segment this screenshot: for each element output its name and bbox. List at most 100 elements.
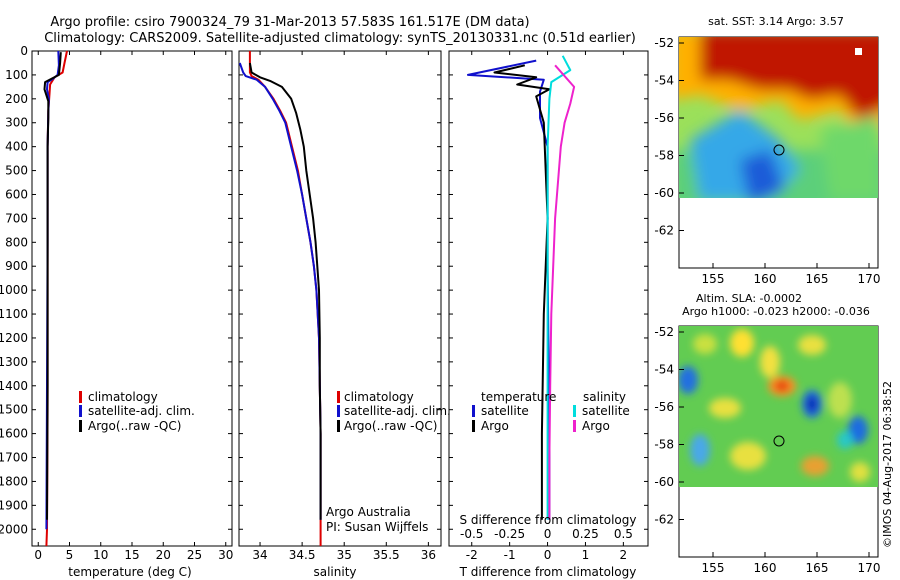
x-tick-label: 35 bbox=[337, 548, 352, 562]
legend-label-satellite: satellite-adj. clim. bbox=[88, 404, 195, 418]
x-tick-label: 15 bbox=[124, 548, 139, 562]
legend-swatch-satellite bbox=[337, 405, 340, 417]
legend-swatch-s-satellite bbox=[573, 405, 576, 417]
legend-label-climatology: climatology bbox=[88, 390, 158, 404]
map-lat-label: -56 bbox=[654, 400, 674, 414]
legend-swatch-argo bbox=[337, 420, 340, 432]
depth-tick-label: 800 bbox=[5, 235, 28, 249]
depth-tick-label: 700 bbox=[5, 211, 28, 225]
legend-label-s-argo: Argo bbox=[582, 419, 610, 433]
legend-swatch-s-argo bbox=[573, 420, 576, 432]
map-lon-label: 165 bbox=[806, 561, 829, 575]
legend-swatch-t-argo bbox=[472, 420, 475, 432]
map-lat-label: -62 bbox=[654, 513, 674, 527]
difference-top-axis-label: S difference from climatology bbox=[460, 513, 637, 527]
series-line bbox=[493, 64, 551, 520]
depth-tick-label: 900 bbox=[5, 259, 28, 273]
map-lon-label: 160 bbox=[754, 272, 777, 286]
figure-title-line2: Climatology: CARS2009. Satellite-adjuste… bbox=[44, 31, 636, 46]
depth-tick-label: 0 bbox=[20, 44, 28, 58]
sst-profile-location-marker bbox=[773, 144, 785, 156]
x-tick-label: 34.5 bbox=[289, 548, 316, 562]
top-tick-label: 0 bbox=[544, 527, 552, 541]
series-line bbox=[248, 62, 322, 520]
x-tick-label: 10 bbox=[93, 548, 108, 562]
figure-title-line1: Argo profile: csiro 7900324_79 31-Mar-20… bbox=[50, 15, 529, 30]
legend-label-t-argo: Argo bbox=[481, 419, 509, 433]
map-lat-label: -52 bbox=[654, 36, 674, 50]
sst-map-title: sat. SST: 3.14 Argo: 3.57 bbox=[708, 15, 844, 28]
depth-tick-label: 200 bbox=[5, 92, 28, 106]
difference-legend: temperature salinity satellite Argo sate… bbox=[472, 390, 630, 433]
sla-map-title-line2: Argo h1000: -0.023 h2000: -0.036 bbox=[682, 305, 870, 318]
map-lat-label: -60 bbox=[654, 186, 674, 200]
depth-tick-label: 1400 bbox=[0, 379, 28, 393]
depth-tick-label: 300 bbox=[5, 116, 28, 130]
legend-label-satellite: satellite-adj. clim. bbox=[344, 404, 451, 418]
legend-label-s-satellite: satellite bbox=[582, 404, 630, 418]
x-axes: 0 5 10 15 20 25 30 34 34.5 35 35.5 36 -2 -1 0 1 2 -0.5 -0.… bbox=[34, 51, 633, 562]
credit-line2: PI: Susan Wijffels bbox=[326, 520, 428, 534]
map-lat-label: -56 bbox=[654, 111, 674, 125]
map-axes: -52 -54 -56 -58 -60 -62 155 160 165 170 -52 -54 -56 -… bbox=[654, 36, 880, 575]
series-line bbox=[546, 55, 572, 520]
x-tick-label: 30 bbox=[218, 548, 233, 562]
x-tick-label: 25 bbox=[187, 548, 202, 562]
legend-label-argo: Argo(..raw -QC) bbox=[88, 419, 181, 433]
x-tick-label: 34 bbox=[252, 548, 267, 562]
depth-tick-label: 500 bbox=[5, 164, 28, 178]
depth-tick-label: 100 bbox=[5, 68, 28, 82]
depth-tick-label: 1900 bbox=[0, 498, 28, 512]
x-tick-label: -2 bbox=[466, 548, 478, 562]
credit-line1: Argo Australia bbox=[326, 505, 411, 519]
map-lat-label: -52 bbox=[654, 325, 674, 339]
legend-swatch-climatology bbox=[337, 391, 340, 403]
map-lat-label: -62 bbox=[654, 224, 674, 238]
map-lon-label: 165 bbox=[806, 272, 829, 286]
depth-tick-label: 1000 bbox=[0, 283, 28, 297]
difference-xlabel: T difference from climatology bbox=[459, 565, 637, 579]
x-tick-label: 36 bbox=[421, 548, 436, 562]
legend-swatch-t-satellite bbox=[472, 405, 475, 417]
top-tick-label: -0.5 bbox=[460, 527, 483, 541]
depth-tick-label: 1800 bbox=[0, 474, 28, 488]
legend-label-climatology: climatology bbox=[344, 390, 414, 404]
map-lat-label: -58 bbox=[654, 149, 674, 163]
map-lat-label: -54 bbox=[654, 363, 674, 377]
sla-profile-location-marker bbox=[773, 435, 785, 447]
x-tick-label: 1 bbox=[582, 548, 590, 562]
depth-axis: 0 100 200 300 400 500 600 700 800 900 1000 1100 1200… bbox=[0, 44, 648, 536]
depth-tick-label: 1300 bbox=[0, 355, 28, 369]
map-lon-label: 155 bbox=[702, 272, 725, 286]
legend-label-argo: Argo(..raw -QC) bbox=[344, 419, 437, 433]
map-lon-label: 170 bbox=[858, 561, 881, 575]
sla-map-title-line1: Altim. SLA: -0.0002 bbox=[696, 292, 802, 305]
legend-swatch-climatology bbox=[79, 391, 82, 403]
x-tick-label: 2 bbox=[620, 548, 628, 562]
top-tick-label: 0.5 bbox=[614, 527, 633, 541]
map-lat-label: -58 bbox=[654, 438, 674, 452]
top-tick-label: -0.25 bbox=[494, 527, 525, 541]
series-line bbox=[43, 52, 62, 520]
depth-tick-label: 1100 bbox=[0, 307, 28, 321]
legend-head-salinity: salinity bbox=[583, 390, 626, 404]
top-tick-label: 0.25 bbox=[572, 527, 599, 541]
legend-label-t-satellite: satellite bbox=[481, 404, 529, 418]
depth-tick-label: 1500 bbox=[0, 403, 28, 417]
salinity-panel-frame bbox=[238, 50, 442, 547]
salinity-xlabel: salinity bbox=[313, 565, 356, 579]
profile-lines bbox=[43, 50, 576, 547]
map-lat-label: -60 bbox=[654, 475, 674, 489]
depth-tick-label: 400 bbox=[5, 140, 28, 154]
x-tick-label: 0 bbox=[544, 548, 552, 562]
depth-tick-label: 1600 bbox=[0, 427, 28, 441]
sst-map bbox=[678, 36, 879, 269]
copyright-stamp: ©IMOS 04-Aug-2017 06:38:52 bbox=[881, 381, 894, 548]
depth-tick-label: 1200 bbox=[0, 331, 28, 345]
x-tick-label: 20 bbox=[156, 548, 171, 562]
legend-swatch-satellite bbox=[79, 405, 82, 417]
sla-map bbox=[678, 325, 879, 558]
x-tick-label: 5 bbox=[66, 548, 74, 562]
depth-tick-label: 2000 bbox=[0, 522, 28, 536]
